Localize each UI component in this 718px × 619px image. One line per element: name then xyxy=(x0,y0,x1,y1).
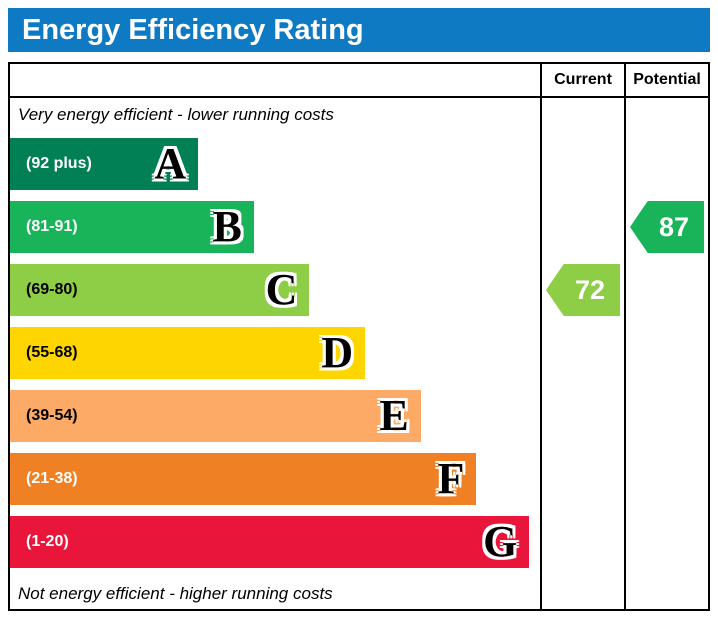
current-column-header: Current xyxy=(542,64,624,98)
bands-column-header xyxy=(10,64,540,98)
band-letter: E xyxy=(379,391,409,440)
potential-column: Potential 87 xyxy=(624,64,708,609)
current-column-body: 72 xyxy=(542,98,624,609)
bands-column-body: Very energy efficient - lower running co… xyxy=(10,98,540,609)
band-range-label: (55-68) xyxy=(26,344,78,361)
current-rating-arrow: 72 xyxy=(546,264,620,316)
potential-rating-value: 87 xyxy=(658,211,690,242)
band-range-label: (69-80) xyxy=(26,281,78,298)
band-row-f: (21-38) F xyxy=(10,453,477,505)
page-title: Energy Efficiency Rating xyxy=(22,13,364,46)
top-note: Very energy efficient - lower running co… xyxy=(18,105,334,124)
band-letter: A xyxy=(154,139,187,188)
band-letter: F xyxy=(437,454,465,503)
potential-column-body: 87 xyxy=(626,98,708,609)
band-range-label: (1-20) xyxy=(26,533,69,550)
bands-column: Very energy efficient - lower running co… xyxy=(10,64,540,609)
band-letter: D xyxy=(321,328,354,377)
band-row-g: (1-20) G xyxy=(10,516,530,568)
current-column: Current 72 xyxy=(540,64,624,609)
band-letter: C xyxy=(265,265,298,314)
band-row-a: (92 plus) A xyxy=(10,138,199,190)
band-rows: (92 plus) A (81-91) B (69-80) C (55-68) … xyxy=(10,132,540,568)
band-range-label: (81-91) xyxy=(26,218,78,235)
epc-chart: Very energy efficient - lower running co… xyxy=(8,62,710,611)
band-row-b: (81-91) B xyxy=(10,201,254,253)
band-row-c: (69-80) C xyxy=(10,264,310,316)
band-letter: B xyxy=(212,202,242,251)
epc-page: Energy Efficiency Rating Very energy eff… xyxy=(8,8,710,611)
band-row-d: (55-68) D xyxy=(10,327,366,379)
bottom-note: Not energy efficient - higher running co… xyxy=(18,584,333,603)
band-row-e: (39-54) E xyxy=(10,390,421,442)
potential-rating-arrow: 87 xyxy=(630,201,704,253)
band-range-label: (39-54) xyxy=(26,407,78,424)
title-banner: Energy Efficiency Rating xyxy=(8,8,710,52)
current-rating-value: 72 xyxy=(574,274,606,305)
band-range-label: (21-38) xyxy=(26,470,78,487)
band-range-label: (92 plus) xyxy=(26,155,92,172)
band-letter: G xyxy=(483,517,518,566)
potential-column-header: Potential xyxy=(626,64,708,98)
